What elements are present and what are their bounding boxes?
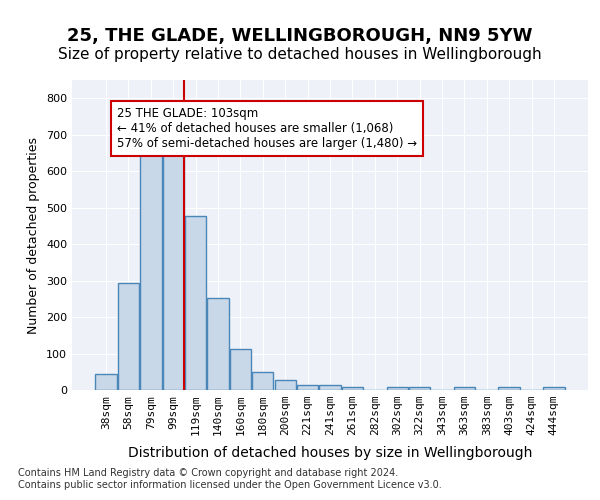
Bar	[386, 387, 408, 390]
Text: Contains HM Land Registry data © Crown copyright and database right 2024.
Contai: Contains HM Land Registry data © Crown c…	[18, 468, 442, 490]
Bar	[185, 216, 206, 390]
Bar	[409, 387, 430, 390]
Text: 25 THE GLADE: 103sqm
← 41% of detached houses are smaller (1,068)
57% of semi-de: 25 THE GLADE: 103sqm ← 41% of detached h…	[117, 108, 418, 150]
Y-axis label: Number of detached properties: Number of detached properties	[28, 136, 40, 334]
Bar	[499, 387, 520, 390]
Text: 25, THE GLADE, WELLINGBOROUGH, NN9 5YW: 25, THE GLADE, WELLINGBOROUGH, NN9 5YW	[67, 27, 533, 45]
Text: Size of property relative to detached houses in Wellingborough: Size of property relative to detached ho…	[58, 48, 542, 62]
Bar	[342, 387, 363, 390]
Bar	[230, 349, 251, 390]
Bar	[95, 374, 117, 390]
X-axis label: Distribution of detached houses by size in Wellingborough: Distribution of detached houses by size …	[128, 446, 532, 460]
Bar	[163, 146, 184, 390]
Bar	[208, 298, 229, 390]
Bar	[252, 372, 274, 390]
Bar	[275, 380, 296, 390]
Bar	[297, 384, 318, 390]
Bar	[543, 387, 565, 390]
Bar	[454, 387, 475, 390]
Bar	[118, 283, 139, 390]
Bar	[319, 384, 341, 390]
Bar	[140, 151, 161, 390]
